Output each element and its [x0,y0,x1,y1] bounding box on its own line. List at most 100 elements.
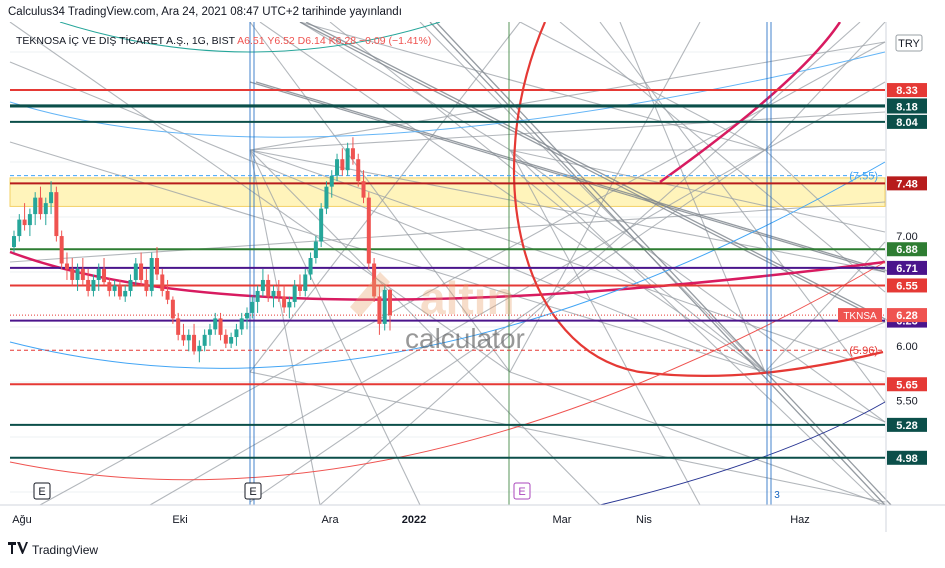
fan-line [599,21,886,403]
currency-box [895,34,923,52]
candle-body [139,263,144,280]
fan-line [249,21,511,373]
price-axis-tick: 7.00 [896,231,917,243]
level-label-bg [887,114,927,129]
level-label-bg [887,260,927,275]
fan-line [509,21,701,373]
candle-body [239,318,244,330]
candle-body [202,334,207,346]
level-label: 8.04 [896,117,918,129]
fan-line [764,21,886,151]
candle-body [361,181,366,198]
level-label: 5.65 [896,379,917,391]
publish-line: Calculus34 TradingView.com, Ara 24, 2021… [8,6,402,18]
candle-body [329,175,334,187]
fan-line [764,321,886,373]
level-label: 6.55 [896,280,917,292]
candle-body [287,301,292,308]
dashed-level-label: (7.55) [849,171,878,183]
candle-body [75,268,80,280]
fan-line [764,81,886,151]
candle-body [388,289,392,316]
candle-body [86,279,91,291]
fan-line [509,149,881,506]
candle-body [133,263,138,280]
fan-line [299,21,886,323]
fan-line [519,21,766,151]
last-price-bg [887,308,927,323]
candle-body [276,290,281,297]
fan-line [149,149,766,506]
time-axis-label: Ağu [12,514,32,526]
candle-body [59,236,64,264]
level-label: 6.71 [896,263,917,275]
fan-line [329,21,766,373]
candle-body [335,159,340,176]
candle-body [303,274,308,291]
dashed-level-label: (5.96) [849,345,878,357]
candle-body [80,268,85,280]
candle-body [64,263,69,269]
time-axis-label: Nis [636,514,652,526]
level-label-bg [887,417,927,432]
candle-body [181,334,186,341]
time-axis-label: Ara [321,514,339,526]
watermark-text: calculator [405,323,525,354]
candle-body [96,268,101,280]
level-label: 8.18 [896,102,917,114]
fan-line [9,21,511,373]
event-marker-box [33,482,51,500]
fan-line [764,371,886,423]
candle-body [22,219,27,226]
level-label-bg [887,450,927,465]
candle-body [297,285,302,291]
candle-body [356,159,361,182]
watermark-icon [350,272,390,317]
candle-body [266,279,271,297]
candle-body [260,279,265,291]
blue-arc [9,161,886,369]
candle-body [144,279,149,291]
watermark-logo: altın [420,272,515,324]
candle-body [255,290,260,302]
level-label-bg [887,278,927,293]
candle-body [170,299,175,319]
fan-line [249,149,886,273]
red-thin-arc [9,261,886,481]
ohlc-line: A6.51 Y6.52 D6.14 K6.28 −0.09 (−1.41%) [237,35,431,47]
candle-body [213,318,218,330]
candle-body [17,219,22,237]
candle-body [91,279,96,291]
chart-area[interactable]: altın calculator Ağu Eki Ara 2022 Mar Nis Haz 7.… [0,21,945,532]
candle-body [234,329,239,338]
price-axis-tick: 6.00 [896,341,917,353]
candle-body [186,334,191,341]
level-label: 6.88 [896,244,917,256]
aux-path [509,22,885,322]
candle-body [382,289,387,324]
level-label-bg [887,83,927,98]
misc-label: 3 [774,490,780,501]
level-label: 4.98 [896,453,917,465]
candle-body [49,192,54,204]
candle-body [340,159,345,171]
event-marker-label: E [518,486,525,498]
fan-line [249,149,601,506]
fan-line [419,21,766,373]
fan-line [259,21,766,373]
level-label: 8.33 [896,85,917,97]
candle-body [197,345,202,352]
fan-line [255,81,892,273]
time-axis-label: Mar [553,514,572,526]
candle-body [123,290,128,297]
candle-body [324,186,329,209]
red-arc [512,21,884,378]
last-price-label: 6.28 [896,310,917,322]
candle-body [377,296,382,324]
price-axis-tick: 5.50 [896,396,917,408]
event-marker-label: E [249,486,256,498]
currency-label: TRY [898,38,920,50]
candle-body [308,258,313,275]
candle-body [292,285,297,302]
